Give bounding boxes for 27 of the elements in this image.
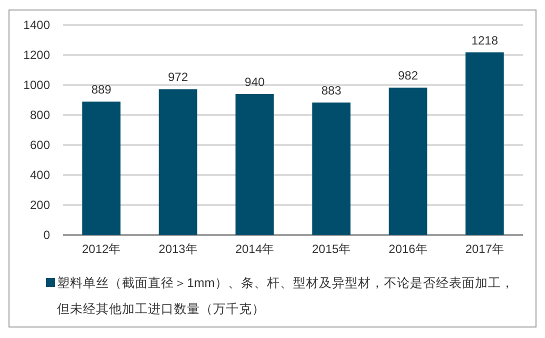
y-tick-label: 800 (30, 108, 50, 122)
x-tick-label: 2012年 (82, 242, 121, 256)
bar (466, 52, 504, 235)
data-label: 1218 (471, 33, 498, 48)
x-tick-label: 2017年 (465, 242, 504, 256)
legend-label: 塑料单丝（截面直径＞1mm）、条、杆、型材及异型材，不论是否经表面加工，但未经其他加工进口数量（万千克） (57, 275, 515, 318)
data-label: 940 (244, 75, 265, 89)
y-tick-label: 1200 (23, 48, 50, 62)
y-tick-label: 1000 (23, 78, 50, 92)
bar (388, 88, 428, 235)
y-tick-label: 400 (30, 168, 50, 182)
y-tick-label: 1400 (23, 18, 50, 32)
bar (312, 102, 350, 235)
x-tick-label: 2013年 (158, 242, 198, 256)
bar (158, 89, 198, 235)
y-tick-label: 0 (43, 228, 50, 242)
data-label: 982 (398, 68, 418, 83)
y-tick-label: 600 (30, 138, 50, 152)
y-tick-label: 200 (30, 198, 50, 212)
data-label: 883 (321, 84, 342, 98)
x-tick-label: 2014年 (235, 242, 274, 256)
data-label: 889 (91, 82, 112, 97)
x-tick-label: 2016年 (388, 242, 428, 256)
bar (82, 102, 120, 235)
bar (236, 94, 274, 235)
data-label: 972 (168, 70, 188, 84)
x-tick-label: 2015年 (312, 242, 351, 256)
